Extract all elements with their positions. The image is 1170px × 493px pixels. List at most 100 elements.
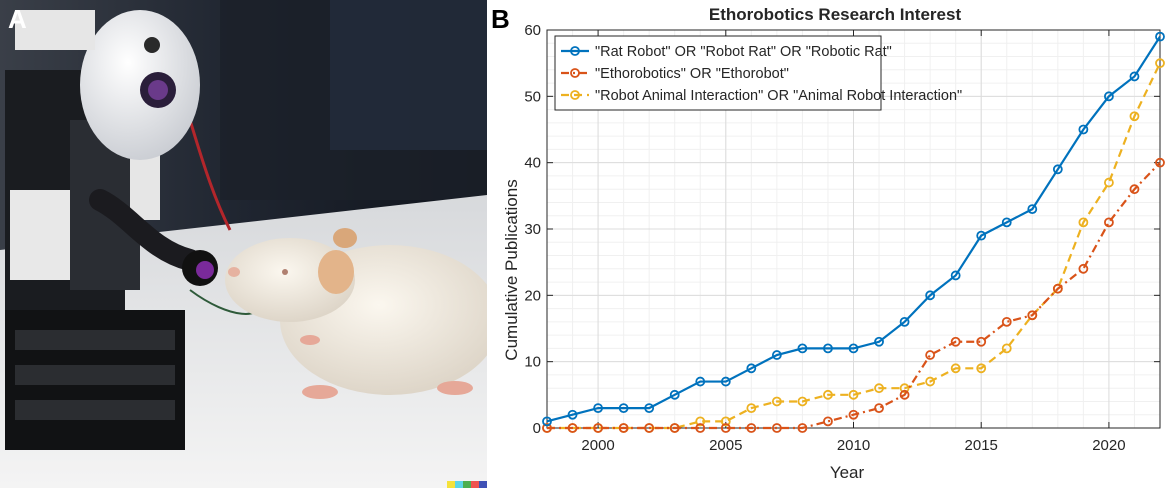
data-point bbox=[1104, 177, 1114, 188]
line-chart: Ethorobotics Research Interest 2000 2005 2… bbox=[502, 5, 1165, 482]
data-point bbox=[797, 423, 808, 433]
y-tick-label: 50 bbox=[524, 88, 541, 105]
legend-label: "Robot Animal Interaction" OR "Animal Ro… bbox=[595, 88, 962, 104]
x-tick-label: 2020 bbox=[1092, 437, 1125, 454]
data-point bbox=[1052, 164, 1063, 175]
data-point bbox=[567, 409, 578, 420]
data-point bbox=[1129, 71, 1140, 82]
legend-marker bbox=[570, 90, 580, 100]
data-point bbox=[899, 316, 910, 327]
legend-label: "Ethorobotics" OR "Ethorobot" bbox=[595, 66, 789, 82]
data-point bbox=[542, 416, 552, 427]
data-point bbox=[848, 343, 859, 354]
data-point bbox=[848, 409, 859, 420]
data-point bbox=[823, 343, 833, 354]
data-point bbox=[1104, 91, 1114, 102]
data-point bbox=[950, 363, 961, 374]
data-point bbox=[1027, 204, 1038, 215]
data-point bbox=[848, 389, 859, 400]
panel-a-label: A bbox=[8, 4, 27, 34]
data-point bbox=[1104, 217, 1114, 228]
robot-rat-illustration bbox=[0, 0, 487, 488]
data-point bbox=[695, 376, 706, 387]
data-point bbox=[1155, 31, 1165, 42]
data-point bbox=[669, 423, 680, 433]
y-tick-label: 30 bbox=[524, 221, 541, 238]
data-point bbox=[593, 403, 603, 414]
data-point bbox=[899, 389, 910, 400]
y-tick-label: 20 bbox=[524, 287, 541, 304]
data-point bbox=[720, 376, 731, 387]
data-point bbox=[950, 336, 961, 347]
data-point bbox=[1001, 217, 1012, 228]
data-point bbox=[899, 383, 910, 394]
data-point bbox=[695, 416, 706, 427]
data-point bbox=[1078, 263, 1089, 274]
data-point bbox=[1129, 111, 1140, 122]
data-point bbox=[925, 350, 936, 360]
data-point bbox=[1001, 316, 1012, 327]
legend-label: "Rat Robot" OR "Robot Rat" OR "Robotic R… bbox=[595, 44, 892, 60]
data-point bbox=[823, 389, 833, 400]
data-point bbox=[618, 403, 629, 414]
x-tick-label: 2005 bbox=[709, 437, 742, 454]
y-tick-label: 40 bbox=[524, 155, 541, 172]
legend-marker bbox=[570, 68, 580, 78]
data-point bbox=[1078, 124, 1089, 135]
series-line bbox=[547, 62, 1161, 430]
series-line bbox=[546, 36, 1161, 423]
data-point bbox=[797, 396, 808, 407]
chart-title: Ethorobotics Research Interest bbox=[709, 5, 962, 24]
y-tick-label: 10 bbox=[524, 354, 541, 371]
data-point bbox=[874, 336, 884, 347]
data-point bbox=[746, 403, 757, 414]
data-point bbox=[542, 423, 552, 433]
data-point bbox=[771, 396, 782, 407]
y-axis-label: Cumulative Publications bbox=[502, 179, 521, 360]
y-tick-label: 60 bbox=[524, 22, 541, 39]
data-point bbox=[567, 423, 578, 433]
data-point bbox=[874, 383, 884, 394]
robot-rat-photo: A bbox=[0, 0, 487, 488]
data-point bbox=[823, 416, 833, 427]
data-point bbox=[1078, 217, 1089, 228]
data-point bbox=[925, 376, 936, 387]
series bbox=[542, 31, 1165, 433]
data-point bbox=[976, 363, 987, 374]
data-point bbox=[644, 403, 655, 414]
legend-box bbox=[554, 35, 882, 111]
data-point bbox=[797, 343, 808, 354]
data-point bbox=[720, 416, 731, 427]
data-point bbox=[720, 423, 731, 433]
data-point bbox=[1155, 157, 1165, 168]
axes: 2000 2005 2010 2015 2020 0 10 20 30 40 50 60 bbox=[524, 22, 1161, 454]
data-point bbox=[874, 403, 884, 414]
data-point bbox=[1001, 343, 1012, 354]
data-point bbox=[746, 423, 757, 433]
panel-b-label: B bbox=[491, 4, 510, 34]
data-point bbox=[1129, 184, 1140, 195]
data-point bbox=[644, 423, 655, 433]
chart-panel: B Ethorobotics Research Interest 2000 200… bbox=[487, 0, 1170, 488]
data-point bbox=[976, 336, 987, 347]
data-point bbox=[976, 230, 987, 241]
data-point bbox=[695, 423, 706, 433]
x-tick-label: 2010 bbox=[837, 437, 870, 454]
data-point bbox=[1052, 283, 1063, 294]
data-point bbox=[1155, 58, 1165, 69]
x-axis-label: Year bbox=[830, 463, 865, 482]
data-point bbox=[771, 350, 782, 360]
series-line bbox=[547, 161, 1161, 430]
data-point bbox=[925, 290, 936, 301]
data-point bbox=[771, 423, 782, 433]
x-tick-label: 2015 bbox=[965, 437, 998, 454]
data-point bbox=[593, 423, 603, 433]
legend: "Rat Robot" OR "Robot Rat" OR "Robotic R… bbox=[554, 35, 962, 111]
data-point bbox=[950, 270, 961, 281]
data-point bbox=[1027, 310, 1038, 321]
data-point bbox=[746, 363, 757, 374]
x-tick-label: 2000 bbox=[581, 437, 614, 454]
data-point bbox=[618, 423, 629, 433]
legend-marker bbox=[570, 46, 580, 56]
data-point bbox=[669, 389, 680, 400]
